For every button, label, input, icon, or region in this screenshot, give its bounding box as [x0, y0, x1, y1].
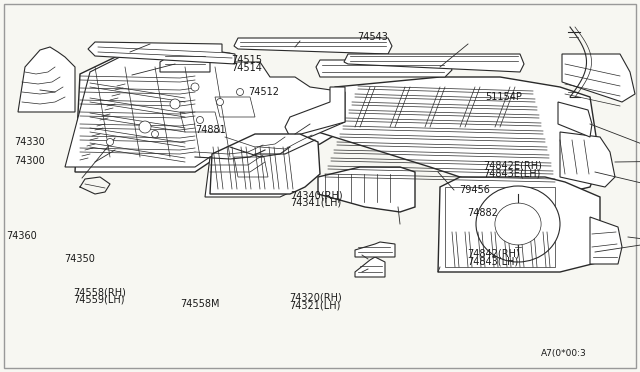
- Text: 74350: 74350: [64, 254, 95, 263]
- Polygon shape: [560, 132, 615, 187]
- Circle shape: [152, 131, 159, 138]
- Text: 74321(LH): 74321(LH): [289, 300, 340, 310]
- Polygon shape: [590, 217, 622, 264]
- Circle shape: [196, 116, 204, 124]
- Circle shape: [170, 99, 180, 109]
- Polygon shape: [285, 87, 345, 137]
- Polygon shape: [355, 242, 395, 257]
- Polygon shape: [263, 177, 283, 190]
- Polygon shape: [316, 60, 452, 77]
- Polygon shape: [234, 157, 268, 177]
- Text: 74543: 74543: [357, 32, 388, 42]
- Polygon shape: [213, 177, 233, 190]
- Text: 74515: 74515: [232, 55, 262, 65]
- Polygon shape: [18, 47, 75, 112]
- Text: 74842(RH): 74842(RH): [467, 249, 520, 259]
- Polygon shape: [318, 77, 600, 194]
- Polygon shape: [355, 257, 385, 277]
- Text: 74881: 74881: [195, 125, 226, 135]
- Ellipse shape: [476, 186, 560, 262]
- Text: 74558M: 74558M: [180, 299, 220, 309]
- Text: 74843E(LH): 74843E(LH): [483, 169, 541, 178]
- Text: 74843(LH): 74843(LH): [467, 256, 518, 266]
- Polygon shape: [205, 144, 315, 197]
- Polygon shape: [318, 167, 415, 212]
- Polygon shape: [88, 42, 235, 64]
- Polygon shape: [75, 50, 340, 172]
- Text: A7(0*00:3: A7(0*00:3: [541, 349, 586, 358]
- Text: 74514: 74514: [232, 63, 262, 73]
- Text: 74558(RH): 74558(RH): [74, 287, 127, 297]
- Text: 51154P: 51154P: [485, 92, 522, 102]
- Polygon shape: [215, 97, 255, 117]
- Polygon shape: [234, 38, 392, 54]
- Circle shape: [237, 89, 243, 96]
- Polygon shape: [344, 54, 524, 72]
- Circle shape: [106, 138, 113, 145]
- Text: 74512: 74512: [248, 87, 279, 97]
- Polygon shape: [210, 134, 320, 194]
- Polygon shape: [438, 177, 600, 272]
- Text: 74842E(RH): 74842E(RH): [483, 161, 542, 171]
- Polygon shape: [65, 47, 345, 167]
- Polygon shape: [558, 102, 592, 137]
- Ellipse shape: [495, 203, 541, 245]
- Text: 74300: 74300: [14, 156, 45, 166]
- Polygon shape: [180, 112, 220, 132]
- Text: 74320(RH): 74320(RH): [289, 293, 342, 302]
- Polygon shape: [562, 54, 635, 102]
- Polygon shape: [238, 177, 258, 190]
- Text: 74360: 74360: [6, 231, 37, 241]
- Circle shape: [191, 83, 199, 91]
- Text: 74330: 74330: [14, 137, 45, 147]
- Text: 74882: 74882: [467, 208, 498, 218]
- Text: 74341(LH): 74341(LH): [290, 198, 341, 208]
- Polygon shape: [160, 47, 210, 72]
- Circle shape: [139, 121, 151, 133]
- Text: 79456: 79456: [460, 185, 490, 195]
- Text: 74559(LH): 74559(LH): [74, 295, 125, 304]
- Circle shape: [216, 99, 223, 106]
- Text: 74340(RH): 74340(RH): [290, 190, 342, 200]
